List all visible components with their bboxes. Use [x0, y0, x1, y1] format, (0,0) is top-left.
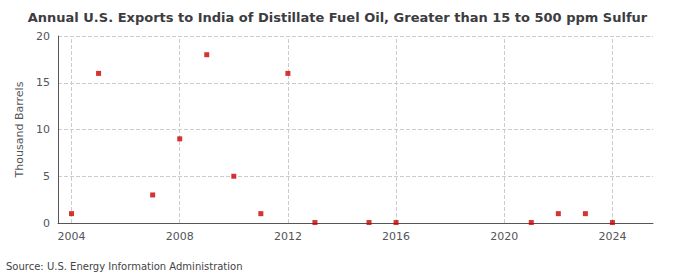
svg-text:2016: 2016 — [382, 230, 410, 243]
svg-text:2004: 2004 — [58, 230, 86, 243]
svg-text:10: 10 — [36, 123, 50, 136]
svg-text:5: 5 — [43, 170, 50, 183]
svg-text:2012: 2012 — [274, 230, 302, 243]
svg-text:2008: 2008 — [166, 230, 194, 243]
svg-text:15: 15 — [36, 76, 50, 89]
svg-text:Source: U.S. Energy Informatio: Source: U.S. Energy Information Administ… — [6, 261, 243, 272]
svg-text:20: 20 — [36, 30, 50, 43]
svg-text:0: 0 — [43, 217, 50, 230]
svg-text:2024: 2024 — [598, 230, 626, 243]
svg-text:Thousand Barrels: Thousand Barrels — [13, 81, 26, 178]
svg-text:Annual U.S. Exports to India o: Annual U.S. Exports to India of Distilla… — [28, 10, 648, 25]
svg-text:2020: 2020 — [490, 230, 518, 243]
